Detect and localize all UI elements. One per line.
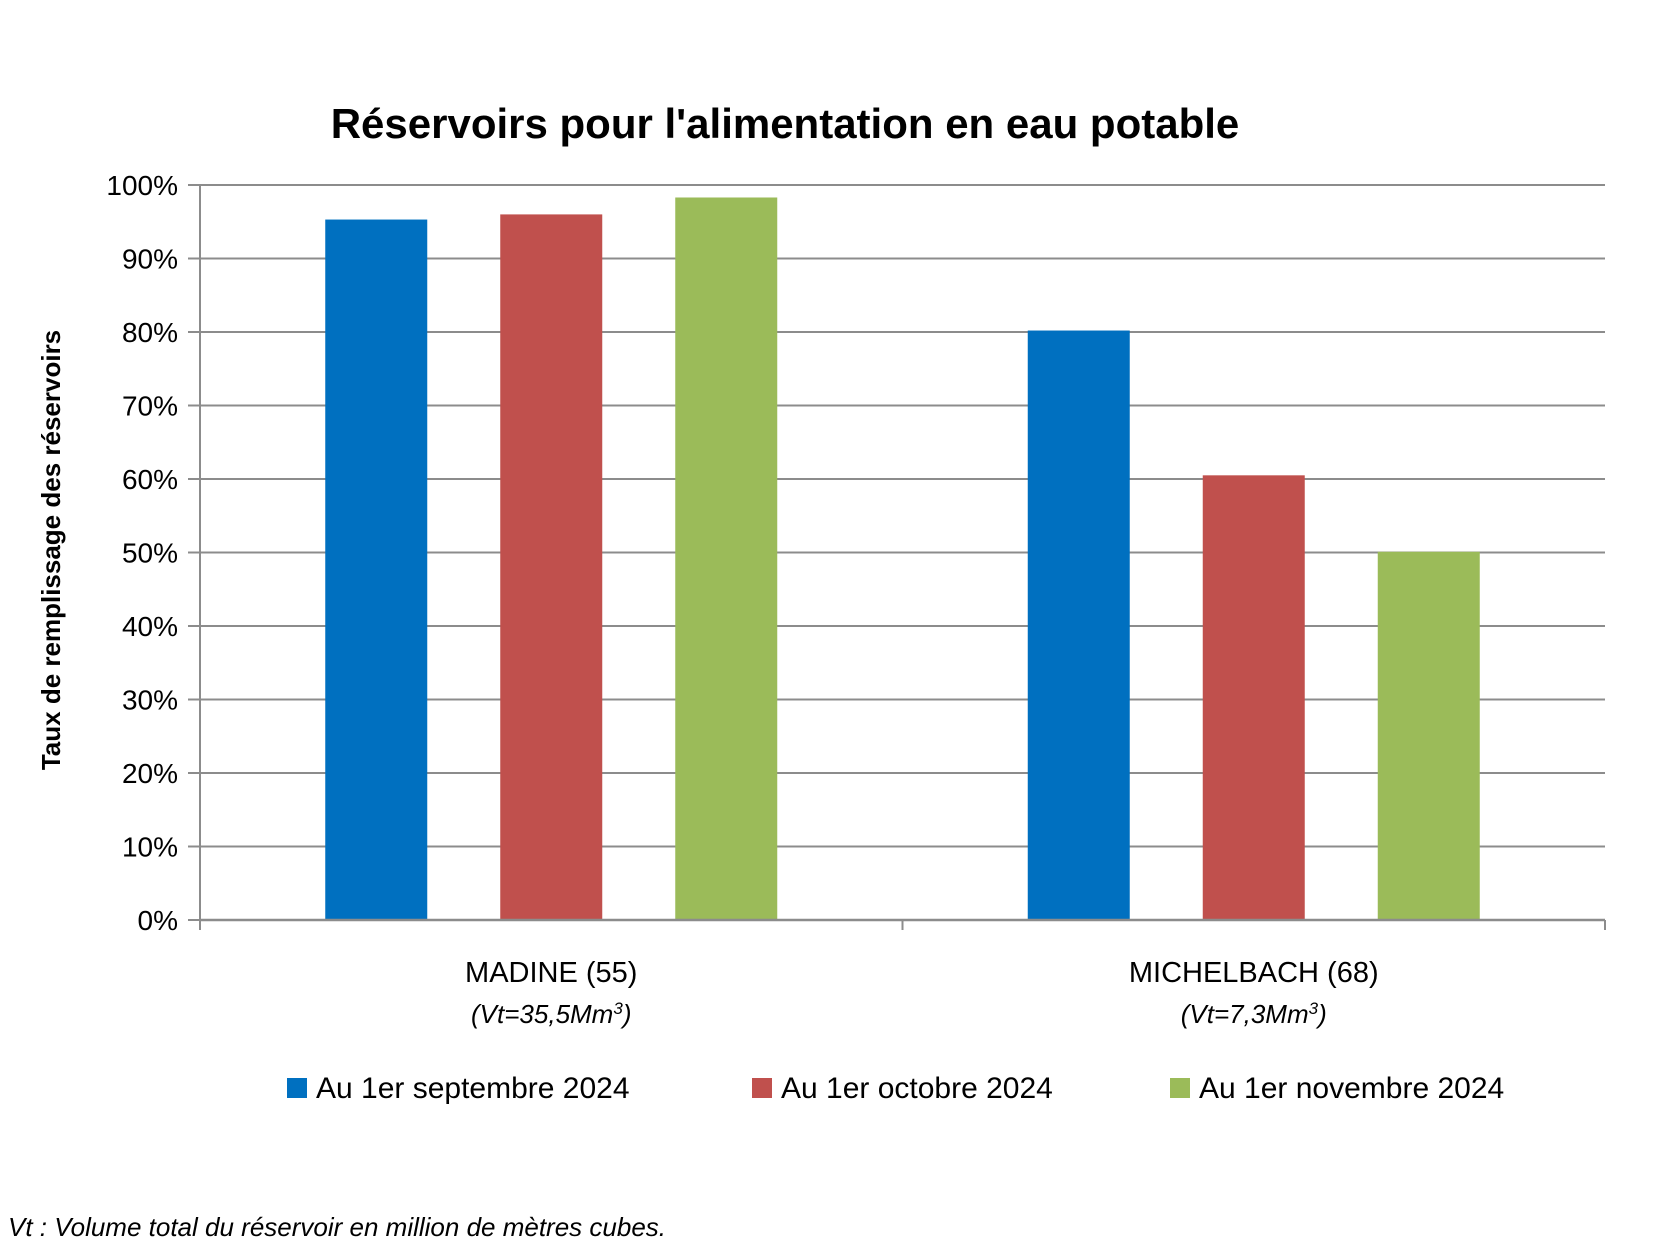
y-tick-label: 100%	[106, 170, 178, 201]
axes	[188, 184, 1606, 930]
bar	[1202, 475, 1305, 920]
category-sublabel: (Vt=7,3Mm3)	[1181, 999, 1327, 1030]
bar	[325, 219, 428, 921]
legend-swatch	[752, 1078, 772, 1098]
bars	[325, 197, 1480, 921]
category-label: MADINE (55)	[465, 957, 637, 989]
legend-swatch	[1170, 1078, 1190, 1098]
y-tick-label: 70%	[122, 391, 178, 422]
bar	[675, 197, 778, 920]
legend-label: Au 1er novembre 2024	[1199, 1072, 1504, 1105]
chart-title: Réservoirs pour l'alimentation en eau po…	[331, 100, 1240, 147]
bar	[500, 214, 603, 920]
gridlines	[200, 184, 1605, 848]
category-sublabel: (Vt=35,5Mm3)	[471, 999, 631, 1030]
y-tick-label: 20%	[122, 758, 178, 789]
y-tick-label: 0%	[138, 905, 178, 936]
legend-label: Au 1er septembre 2024	[316, 1072, 630, 1105]
category-labels: MADINE (55) (Vt=35,5Mm3) MICHELBACH (68) (V…	[465, 957, 1379, 1029]
y-tick-label: 80%	[122, 317, 178, 348]
y-tick-label: 10%	[122, 832, 178, 863]
y-tick-labels: 0% 10% 20% 30% 40% 50% 60% 70% 80% 90% 100%	[106, 170, 178, 936]
category-label: MICHELBACH (68)	[1129, 957, 1379, 989]
bar	[1377, 551, 1480, 920]
legend: Au 1er septembre 2024 Au 1er octobre 2024…	[287, 1072, 1504, 1105]
y-tick-label: 30%	[122, 685, 178, 716]
y-tick-label: 60%	[122, 464, 178, 495]
legend-label: Au 1er octobre 2024	[781, 1072, 1053, 1105]
bar	[1027, 330, 1130, 920]
y-axis-label: Taux de remplissage des réservoirs	[36, 330, 66, 770]
y-tick-label: 50%	[122, 538, 178, 569]
y-tick-label: 40%	[122, 611, 178, 642]
y-tick-label: 90%	[122, 244, 178, 275]
legend-swatch	[287, 1078, 307, 1098]
footnote: Vt : Volume total du réservoir en millio…	[8, 1212, 666, 1242]
